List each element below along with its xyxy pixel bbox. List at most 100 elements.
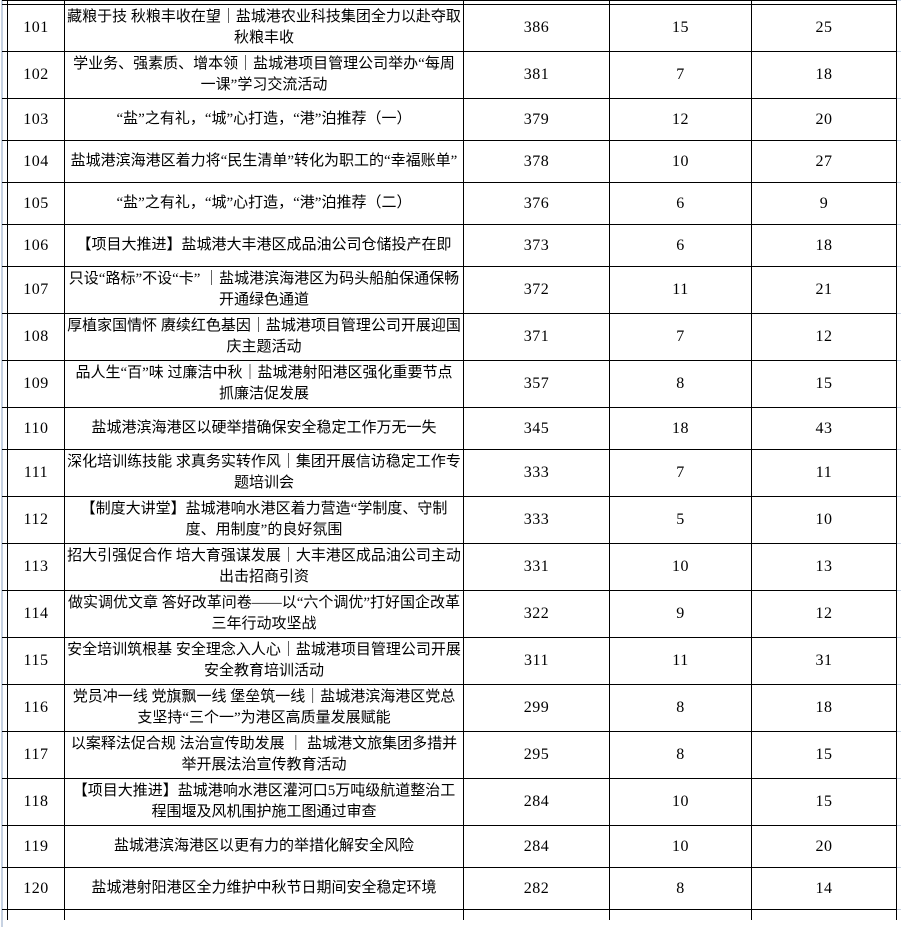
sheet-gridline-left [1, 0, 3, 927]
cropped-cell [2, 638, 8, 685]
table-row: 111 深化培训练技能 求真务实转作风｜集团开展信访稳定工作专题培训会 333 7 11 [2, 450, 901, 497]
row-number: 113 [8, 544, 65, 591]
cropped-row-top [2, 0, 901, 5]
cropped-cell [897, 314, 901, 361]
row-number: 108 [8, 314, 65, 361]
metric-3: 9 [752, 183, 897, 225]
article-title: “盐”之有礼，“城”心打造，“港”泊推荐（一） [65, 99, 464, 141]
row-number: 119 [8, 826, 65, 868]
metric-1: 282 [464, 868, 610, 910]
cropped-cell [897, 732, 901, 779]
table-row: 116 党员冲一线 党旗飘一线 堡垒筑一线｜盐城港滨海港区党总支坚持“三个一”为港… [2, 685, 901, 732]
metric-3: 18 [752, 225, 897, 267]
cropped-cell [897, 267, 901, 314]
row-number: 111 [8, 450, 65, 497]
cropped-cell [897, 868, 901, 910]
sliver-bottom-body [2, 910, 901, 920]
cropped-cell [897, 497, 901, 544]
metric-1: 379 [464, 99, 610, 141]
metric-1: 372 [464, 267, 610, 314]
metric-1: 373 [464, 225, 610, 267]
cropped-cell [2, 544, 8, 591]
cropped-cell [610, 910, 752, 920]
cropped-cell [897, 544, 901, 591]
row-number: 117 [8, 732, 65, 779]
table-row: 108 厚植家国情怀 赓续红色基因｜盐城港项目管理公司开展迎国庆主题活动 371 7 1… [2, 314, 901, 361]
cropped-cell [2, 591, 8, 638]
metric-2: 11 [610, 638, 752, 685]
row-number: 104 [8, 141, 65, 183]
cropped-cell [2, 5, 8, 52]
cropped-cell [2, 225, 8, 267]
sliver-top-body [2, 0, 901, 5]
table-row: 107 只设“路标”不设“卡” ｜盐城港滨海港区为码头船舶保通保畅开通绿色通道 37… [2, 267, 901, 314]
metric-2: 8 [610, 361, 752, 408]
metric-1: 378 [464, 141, 610, 183]
cropped-cell [2, 779, 8, 826]
metric-1: 299 [464, 685, 610, 732]
cropped-cell [897, 826, 901, 868]
cropped-cell [2, 0, 8, 5]
cropped-cell [752, 910, 897, 920]
metric-1: 284 [464, 779, 610, 826]
metric-3: 20 [752, 99, 897, 141]
metric-1: 331 [464, 544, 610, 591]
article-title: 藏粮于技 秋粮丰收在望｜盐城港农业科技集团全力以赴夺取秋粮丰收 [65, 5, 464, 52]
metric-3: 25 [752, 5, 897, 52]
metric-1: 333 [464, 497, 610, 544]
table-body: 101 藏粮于技 秋粮丰收在望｜盐城港农业科技集团全力以赴夺取秋粮丰收 386 15 2… [2, 5, 901, 910]
cropped-cell [610, 0, 752, 5]
cropped-cell [2, 361, 8, 408]
table-row: 119 盐城港滨海港区以更有力的举措化解安全风险 284 10 20 [2, 826, 901, 868]
metric-2: 10 [610, 544, 752, 591]
article-title: 安全培训筑根基 安全理念入人心｜盐城港项目管理公司开展安全教育培训活动 [65, 638, 464, 685]
metric-2: 10 [610, 826, 752, 868]
article-title: “盐”之有礼，“城”心打造，“港”泊推荐（二） [65, 183, 464, 225]
metric-2: 18 [610, 408, 752, 450]
metric-1: 371 [464, 314, 610, 361]
cropped-cell [2, 450, 8, 497]
row-number: 110 [8, 408, 65, 450]
article-title: 党员冲一线 党旗飘一线 堡垒筑一线｜盐城港滨海港区党总支坚持“三个一”为港区高质… [65, 685, 464, 732]
metric-3: 31 [752, 638, 897, 685]
table-row: 109 品人生“百”味 过廉洁中秋｜盐城港射阳港区强化重要节点 抓廉洁促发展 357… [2, 361, 901, 408]
metric-2: 6 [610, 183, 752, 225]
cropped-cell [464, 0, 610, 5]
cropped-cell [8, 910, 65, 920]
metric-2: 7 [610, 52, 752, 99]
article-title: 厚植家国情怀 赓续红色基因｜盐城港项目管理公司开展迎国庆主题活动 [65, 314, 464, 361]
metric-3: 43 [752, 408, 897, 450]
metric-3: 18 [752, 685, 897, 732]
metric-3: 20 [752, 826, 897, 868]
cropped-cell [2, 868, 8, 910]
metric-3: 13 [752, 544, 897, 591]
article-title: 品人生“百”味 过廉洁中秋｜盐城港射阳港区强化重要节点 抓廉洁促发展 [65, 361, 464, 408]
cropped-cell [464, 910, 610, 920]
cropped-cell [2, 267, 8, 314]
table-row: 120 盐城港射阳港区全力维护中秋节日期间安全稳定环境 282 8 14 [2, 868, 901, 910]
row-number: 105 [8, 183, 65, 225]
article-title: 深化培训练技能 求真务实转作风｜集团开展信访稳定工作专题培训会 [65, 450, 464, 497]
metric-3: 21 [752, 267, 897, 314]
article-title: 做实调优文章 答好改革问卷——以“六个调优”打好国企改革三年行动攻坚战 [65, 591, 464, 638]
metric-3: 15 [752, 732, 897, 779]
metric-3: 10 [752, 497, 897, 544]
article-title: 【项目大推进】盐城港响水港区灌河口5万吨级航道整治工程围堰及风机围护施工图通过审… [65, 779, 464, 826]
cropped-cell [2, 314, 8, 361]
cropped-cell [897, 0, 901, 5]
metric-2: 10 [610, 141, 752, 183]
table-row: 110 盐城港滨海港区以硬举措确保安全稳定工作万无一失 345 18 43 [2, 408, 901, 450]
metric-2: 7 [610, 450, 752, 497]
article-title: 【项目大推进】盐城港大丰港区成品油公司仓储投产在即 [65, 225, 464, 267]
table-row: 113 招大引强促合作 培大育强谋发展｜大丰港区成品油公司主动出击招商引资 331 1… [2, 544, 901, 591]
metric-2: 8 [610, 732, 752, 779]
table-row: 102 学业务、强素质、增本领｜盐城港项目管理公司举办“每周一课”学习交流活动 38… [2, 52, 901, 99]
metric-2: 7 [610, 314, 752, 361]
row-number: 120 [8, 868, 65, 910]
table-row: 105 “盐”之有礼，“城”心打造，“港”泊推荐（二） 376 6 9 [2, 183, 901, 225]
table-row: 117 以案释法促合规 法治宣传助发展 ｜ 盐城港文旅集团多措并举开展法治宣传教育… [2, 732, 901, 779]
row-number: 103 [8, 99, 65, 141]
cropped-cell [897, 779, 901, 826]
table-row: 118 【项目大推进】盐城港响水港区灌河口5万吨级航道整治工程围堰及风机围护施工图… [2, 779, 901, 826]
cropped-cell [2, 826, 8, 868]
